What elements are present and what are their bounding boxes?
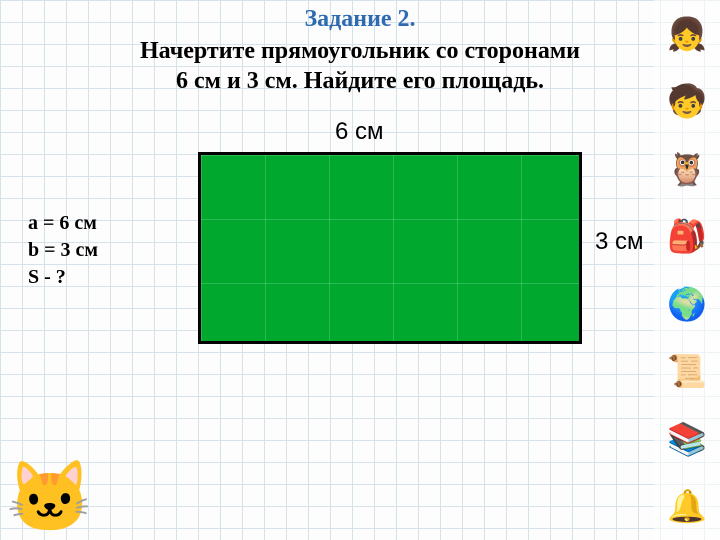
prompt-line-2: 6 см и 3 см. Найдите его площадь. — [176, 68, 544, 94]
rectangle-fill — [201, 155, 579, 341]
quill-scroll-icon: 📜 — [654, 338, 720, 406]
boy-student-icon: 🧒 — [654, 68, 720, 136]
given-a: а = 6 см — [28, 210, 98, 237]
backpack-icon: 🎒 — [654, 203, 720, 271]
books-icon: 📚 — [654, 405, 720, 473]
given-block: а = 6 см b = 3 см S - ? — [28, 210, 98, 291]
task-title: Задание 2. — [0, 6, 720, 33]
girl-with-ball-icon: 👧 — [654, 0, 720, 68]
rectangle-figure — [198, 152, 582, 344]
prompt-line-1: Начертите прямоугольник со сторонами — [140, 38, 580, 64]
clipart-sidebar: 👧🧒🦉🎒🌍📜📚🔔 — [654, 0, 720, 540]
owl-icon: 🦉 — [654, 135, 720, 203]
globe-icon: 🌍 — [654, 270, 720, 338]
given-s: S - ? — [28, 264, 98, 291]
task-prompt: Начертите прямоугольник со сторонами 6 с… — [0, 36, 720, 96]
bell-icon: 🔔 — [654, 473, 720, 540]
rect-width-label: 6 см — [335, 118, 384, 146]
rect-height-label: 3 см — [595, 228, 644, 256]
given-b: b = 3 см — [28, 237, 98, 264]
cat-character: 🐱 — [6, 464, 93, 534]
